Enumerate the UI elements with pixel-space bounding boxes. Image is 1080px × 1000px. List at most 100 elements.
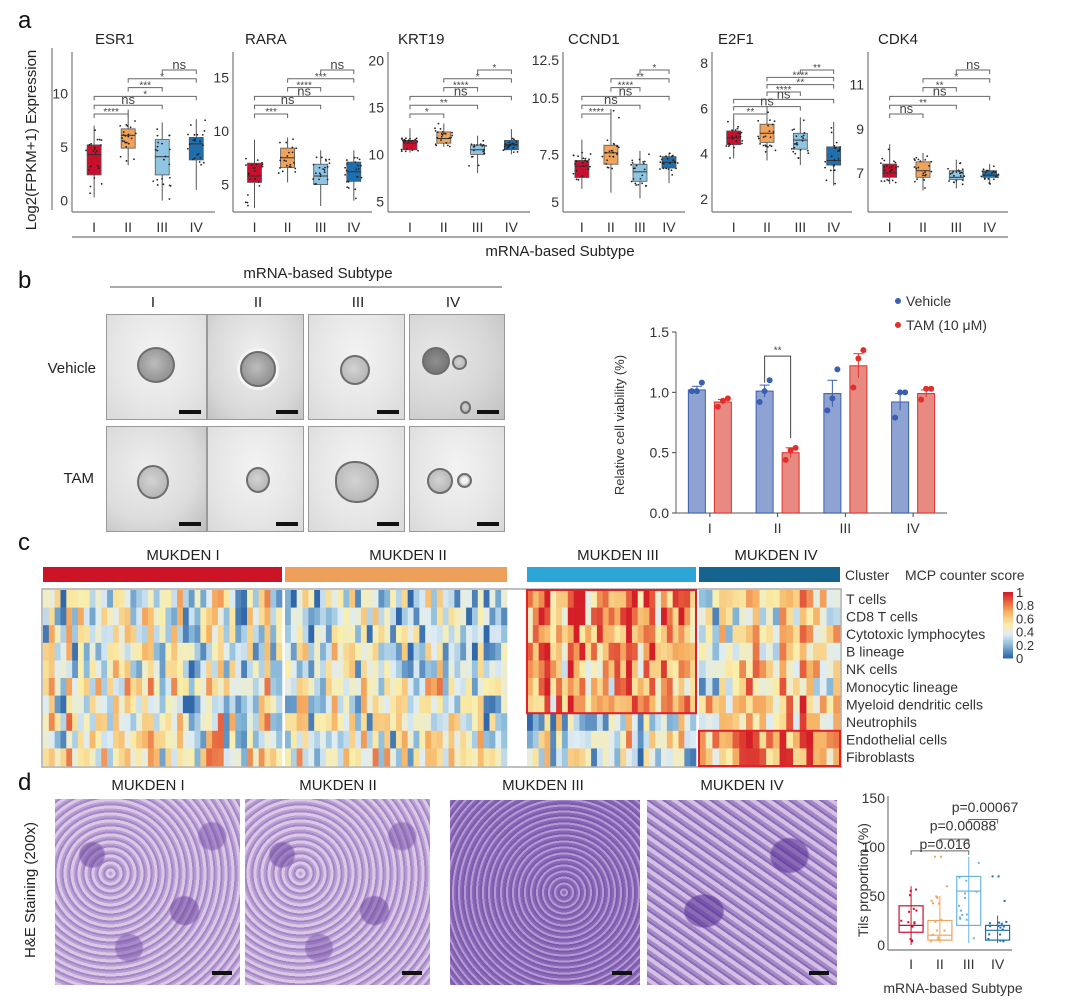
heatmap-cell [425,590,432,608]
jitter-point [733,146,735,149]
heatmap-cell [384,590,391,608]
jitter-point [129,126,132,129]
heatmap-cell [384,713,391,732]
jitter-point [441,134,444,136]
heatmap-cell [235,748,242,767]
jitter-point [448,137,451,140]
jitter-point [473,144,476,146]
jitter-point [95,150,98,152]
heatmap-cell [556,590,563,608]
jitter-point [910,940,913,943]
jitter-point [767,124,769,127]
heatmap-cell [806,713,814,732]
heatmap-cell [360,625,368,644]
data-point [918,396,925,403]
heatmap-cell [337,607,344,626]
jitter-point [907,921,910,924]
heatmap-cell [188,590,195,608]
jitter-point [326,166,329,168]
heatmap-cell [217,642,225,661]
significance-label: *** [139,81,151,92]
p-value-label: p=0.016 [920,836,971,852]
colorbar-segment [1003,592,1013,595]
heatmap-cell [171,642,178,661]
heatmap-cell [83,695,90,714]
heatmap-cell [95,625,102,644]
significance-label: ns [619,83,633,98]
heatmap-cell [314,678,321,696]
significance-bracket [766,84,835,89]
heatmap-cell [396,730,403,749]
jitter-point [293,161,295,164]
heatmap-cell [567,695,574,714]
heatmap-cell [614,748,621,767]
jitter-point [963,897,966,900]
heatmap-cell [378,678,385,696]
significance-bracket [127,78,197,83]
heatmap-cell [819,642,827,661]
heatmap-cell [793,590,801,608]
heatmap-cell [466,642,473,661]
heatmap-cell [270,590,277,608]
heatmap-cell [217,678,225,696]
heatmap-cell [413,713,420,732]
heatmap-cell [83,607,90,626]
heatmap-cell [124,607,131,626]
heatmap-cell [72,590,79,608]
jitter-point [291,146,294,149]
heatmap-cell [819,730,827,749]
heatmap-cell [448,713,455,732]
heatmap-cell [561,748,569,767]
heatmap-cell [384,607,391,626]
heatmap-cell [699,678,707,696]
heatmap-cell [366,730,373,749]
heatmap-cell [725,748,733,767]
heatmap-cell [355,748,362,767]
heatmap-cell [477,607,484,626]
jitter-point [983,177,986,180]
heatmap-cell [136,590,143,608]
heatmap-cell [579,713,586,732]
heatmap-cell [95,607,102,626]
heatmap-cell [495,625,502,644]
heatmap-cell [314,713,321,732]
he-image-mukden-iii [450,800,640,985]
jitter-point [255,163,258,166]
heatmap-cell [153,748,160,767]
jitter-point [998,921,1001,924]
heatmap-cell [813,695,821,714]
heatmap-cell [725,642,733,661]
heatmap-cell [431,642,438,661]
heatmap-cell [712,660,720,679]
heatmap-cell [436,730,444,749]
heatmap-cell [620,607,627,626]
jitter-point [830,155,833,158]
jitter-point [618,116,620,119]
heatmap-cell [666,642,673,661]
heatmap-cell [159,660,166,679]
jitter-point [401,137,403,140]
heatmap-cell [772,695,780,714]
heatmap-cell [54,660,61,679]
jitter-point [127,133,130,136]
jitter-point [124,141,127,144]
jitter-point [883,166,886,168]
jitter-point [123,140,126,143]
heatmap-cell [596,678,604,696]
heatmap-cell [454,713,461,732]
heatmap-cell [112,730,120,749]
heatmap-cell [826,625,834,644]
heatmap-cell [159,590,166,608]
jitter-point [261,165,264,168]
jitter-point [314,183,316,185]
heatmap-cell [591,695,598,714]
jitter-point [886,178,889,181]
heatmap-cell [320,590,327,608]
jitter-point [839,146,841,148]
jitter-point [346,163,349,165]
box [982,170,998,178]
heatmap-cell [212,625,219,644]
heatmap-cell [489,730,496,749]
heatmap-cell [631,730,639,749]
jitter-point [476,144,478,146]
